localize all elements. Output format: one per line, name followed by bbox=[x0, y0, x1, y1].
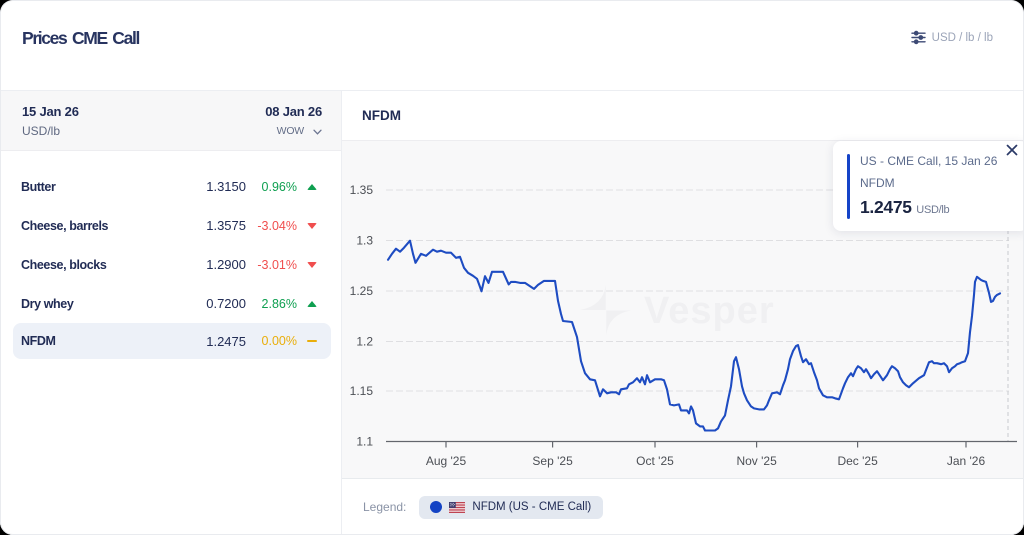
svg-text:1.15: 1.15 bbox=[350, 384, 374, 398]
svg-text:1.3: 1.3 bbox=[356, 234, 373, 248]
svg-text:1.1: 1.1 bbox=[356, 435, 373, 449]
svg-text:Vesper: Vesper bbox=[644, 290, 775, 332]
svg-text:1.35: 1.35 bbox=[350, 183, 374, 197]
svg-text:Oct '25: Oct '25 bbox=[636, 454, 674, 468]
svg-text:Dec '25: Dec '25 bbox=[837, 454, 878, 468]
svg-text:Nov '25: Nov '25 bbox=[736, 454, 777, 468]
svg-text:1.25: 1.25 bbox=[350, 284, 374, 298]
svg-text:Aug '25: Aug '25 bbox=[426, 454, 467, 468]
svg-text:Sep '25: Sep '25 bbox=[532, 454, 573, 468]
svg-text:1.2: 1.2 bbox=[356, 335, 373, 349]
svg-text:Jan '26: Jan '26 bbox=[947, 454, 986, 468]
